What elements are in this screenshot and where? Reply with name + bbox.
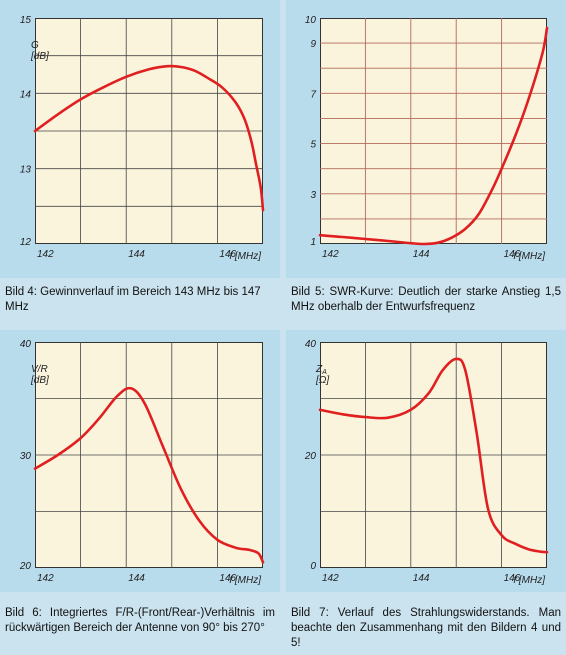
x-tick-label: 142 [37, 249, 54, 260]
x-tick-label: 142 [322, 573, 339, 584]
y-tick-label: 40 [20, 339, 32, 350]
y-tick-label: 20 [19, 561, 32, 572]
series-line [318, 357, 549, 554]
caption-bild6: Bild 6: Integriertes F/R-(Front/Rear-)Ve… [5, 607, 275, 634]
x-tick-label: 144 [128, 249, 145, 260]
y-axis-label: [dB] [30, 375, 49, 386]
caption-bild4: Bild 4: Gewinnverlauf im Bereich 143 MHz… [5, 286, 261, 313]
y-axis-label: [Ω] [315, 375, 329, 386]
y-axis-label: V/R [31, 364, 48, 375]
y-tick-label: 14 [20, 89, 32, 100]
x-tick-label: 142 [37, 573, 54, 584]
x-axis-label: f [MHz] [229, 251, 261, 262]
series-line [318, 26, 549, 246]
y-tick-label: 40 [305, 339, 317, 350]
y-tick-label: 7 [310, 89, 316, 100]
y-axis-label: G [31, 40, 39, 51]
panel-bild4: 12 13 14 15 142 144 146 f [MHz] G [dB] [0, 0, 280, 278]
panel-bild6: 20 30 40 142 144 146 f [MHz] V/R [dB] [0, 330, 280, 592]
x-tick-label: 144 [128, 573, 145, 584]
y-tick-label: 15 [20, 15, 32, 26]
y-tick-label: 20 [304, 451, 317, 462]
panel-bild5: 1 3 5 7 9 10 142 144 146 f [MHz] [286, 0, 566, 278]
x-tick-label: 146 [504, 249, 521, 260]
series-line [33, 64, 265, 212]
y-tick-label: 1 [310, 237, 316, 248]
y-tick-label: 3 [310, 190, 316, 201]
y-tick-label: 13 [20, 165, 32, 176]
series-line [33, 386, 265, 564]
x-axis-label: f [MHz] [513, 575, 545, 586]
caption-bild5: Bild 5: SWR-Kurve: Deutlich der starke A… [291, 286, 561, 313]
y-tick-label: 9 [310, 39, 316, 50]
x-tick-label: 144 [413, 249, 430, 260]
x-tick-label: 144 [413, 573, 430, 584]
panel-bild7: 0 20 40 142 144 146 f [MHz] ZA [Ω] [286, 330, 566, 592]
y-tick-label: 0 [310, 561, 316, 572]
y-tick-label: 30 [20, 451, 32, 462]
x-axis-label: f [MHz] [513, 251, 545, 262]
x-axis-label: f [MHz] [229, 575, 261, 586]
x-tick-label: 146 [219, 249, 236, 260]
y-axis-label: [dB] [30, 51, 49, 62]
x-tick-label: 142 [322, 249, 339, 260]
y-tick-label: 10 [305, 15, 317, 26]
x-tick-label: 146 [219, 573, 236, 584]
y-tick-label: 5 [310, 140, 316, 151]
caption-bild7: Bild 7: Verlauf des Strahlungswiderstand… [291, 607, 561, 649]
y-tick-label: 12 [20, 237, 32, 248]
x-tick-label: 146 [504, 573, 521, 584]
